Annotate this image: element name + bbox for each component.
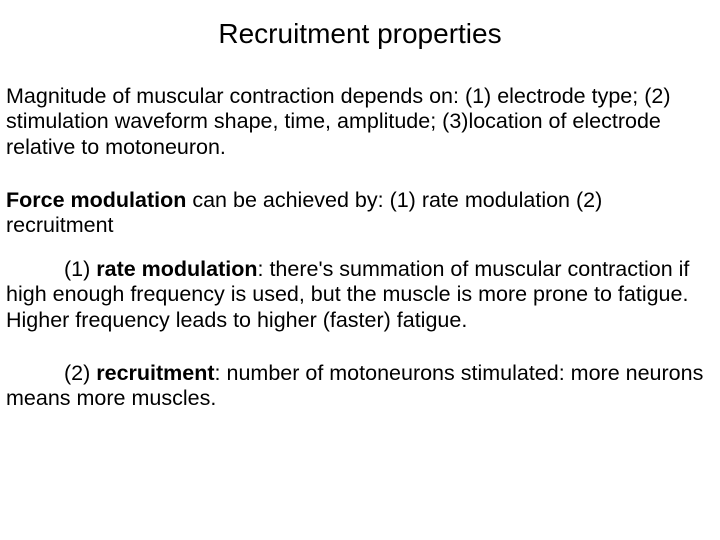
slide-title: Recruitment properties [0, 0, 720, 84]
paragraph-rate-modulation: (1) rate modulation: there's summation o… [6, 257, 714, 333]
paragraph-magnitude: Magnitude of muscular contraction depend… [6, 84, 714, 160]
paragraph-force-modulation: Force modulation can be achieved by: (1)… [6, 188, 714, 239]
text-recruit-lead: (2) [64, 361, 96, 385]
paragraph-recruitment: (2) recruitment: number of motoneurons s… [6, 361, 714, 412]
text-magnitude: Magnitude of muscular contraction depend… [6, 84, 670, 159]
slide: Recruitment properties Magnitude of musc… [0, 0, 720, 540]
slide-body: Magnitude of muscular contraction depend… [0, 84, 720, 412]
bold-rate-modulation: rate modulation [96, 257, 257, 281]
text-rate-lead: (1) [64, 257, 96, 281]
bold-force-modulation: Force modulation [6, 188, 186, 212]
bold-recruitment: recruitment [96, 361, 214, 385]
